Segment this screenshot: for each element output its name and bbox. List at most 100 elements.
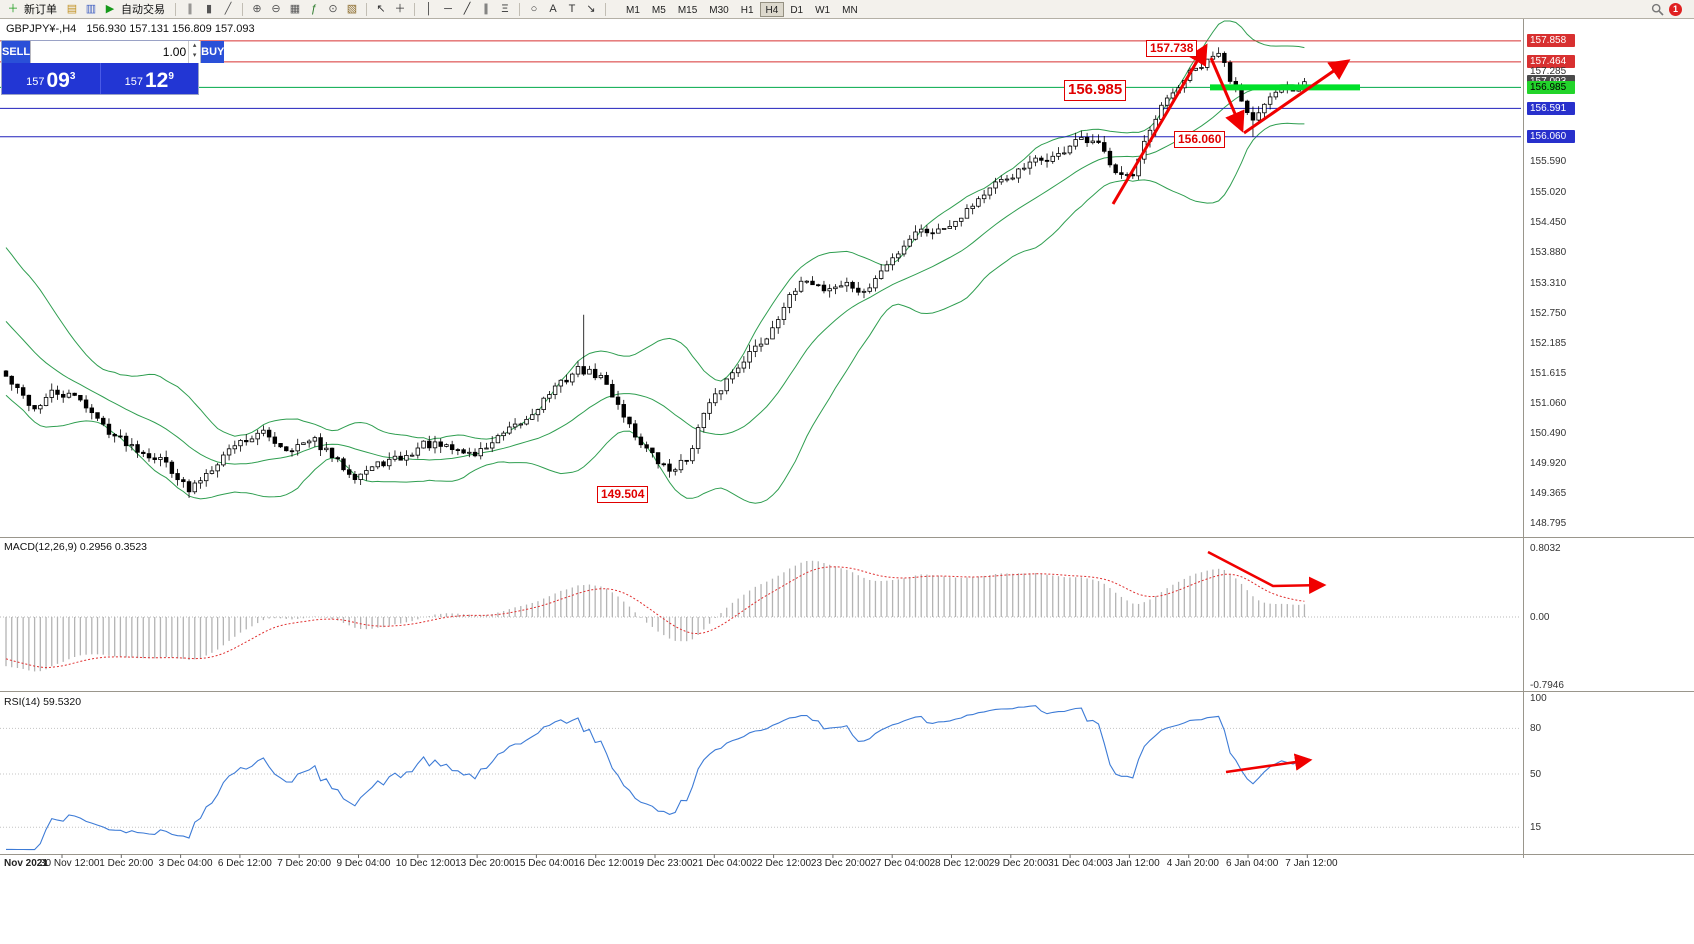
chart-window-icon[interactable]: ▤ — [66, 3, 78, 15]
periods-icon[interactable]: ⊙ — [328, 3, 338, 15]
autotrade-icon[interactable]: ▶ — [105, 3, 115, 15]
trend-arrow[interactable] — [1209, 57, 1245, 133]
time-axis-label: 16 Dec 12:00 — [573, 858, 634, 869]
text-icon[interactable]: A — [549, 3, 557, 15]
line-chart-icon[interactable]: ╱ — [224, 3, 232, 15]
timeframe-toolbar: M1 M5 M15 M30 H1 H4 D1 W1 MN — [620, 1, 864, 17]
timeframe-m1[interactable]: M1 — [626, 4, 640, 16]
toolbar-separator — [519, 2, 520, 16]
candles — [3, 47, 1307, 498]
timeframe-h1[interactable]: H1 — [740, 4, 754, 16]
time-axis-label: 19 Dec 23:00 — [633, 858, 693, 869]
timeframe-m30[interactable]: M30 — [709, 4, 729, 16]
price-annotation[interactable]: 156.060 — [1174, 131, 1226, 148]
macd-scale-label: -0.7946 — [1530, 679, 1564, 691]
time-axis-label: 23 Dec 20:00 — [810, 858, 871, 869]
timeframe-h4[interactable]: H4 — [759, 1, 785, 17]
fibonacci-icon[interactable]: Ξ — [501, 3, 509, 15]
search-icon[interactable] — [1651, 3, 1664, 16]
timeframe-mn[interactable]: MN — [842, 4, 858, 16]
bollinger-band — [5, 84, 1305, 465]
price-axis-label: 154.450 — [1530, 217, 1567, 229]
bar-chart-icon[interactable]: ∥ — [187, 3, 193, 15]
price-annotation[interactable]: 156.985 — [1064, 80, 1127, 101]
macd-scale-label: 0.00 — [1530, 611, 1550, 623]
rsi-scale-label: 100 — [1530, 692, 1547, 704]
sell-price-big: 09 — [46, 69, 70, 92]
toolbar-separator — [366, 2, 367, 16]
top-toolbar: ＋新订单 ▤ ▥ ▶ 自动交易 ∥ ▮ ╱ ⊕ ⊖ ▦ ƒ ⊙ ▧ ↖ ＋ │ ─ ╱ ∥ Ξ ○ A T ↘ M1 M5 M15 M… — [0, 0, 1694, 19]
time-axis-label: 7 Dec 20:00 — [277, 858, 332, 869]
price-axis-label: 153.880 — [1530, 247, 1567, 259]
price-level-label: 157.285 — [1530, 65, 1567, 77]
crosshair-icon[interactable]: ＋ — [394, 3, 406, 15]
zoom-out-icon[interactable]: ⊖ — [271, 3, 281, 15]
price-axis-label: 150.490 — [1530, 428, 1567, 440]
time-axis-label: 3 Dec 04:00 — [158, 858, 213, 869]
time-axis-label: 28 Dec 12:00 — [929, 858, 990, 869]
horizontal-line-icon[interactable]: ─ — [444, 3, 452, 15]
autotrade-label[interactable]: 自动交易 — [121, 4, 165, 16]
channel-icon[interactable]: ∥ — [483, 3, 489, 15]
timeframe-w1[interactable]: W1 — [815, 4, 831, 16]
buy-price-button[interactable]: 157 12 9 — [99, 63, 198, 94]
trendline-icon[interactable]: ╱ — [463, 3, 471, 15]
zoom-in-icon[interactable]: ⊕ — [252, 3, 262, 15]
toolbar-separator — [414, 2, 415, 16]
price-annotation[interactable]: 157.738 — [1146, 40, 1198, 57]
toolbar-icon-group: ＋ 新订单 ▤ ▥ ▶ 自动交易 ∥ ▮ ╱ ⊕ ⊖ ▦ ƒ ⊙ ▧ ↖ ＋ │ ─ ╱ ∥ Ξ ○ A T ↘ — [4, 1, 610, 17]
arrow-tool-icon[interactable]: ↘ — [586, 3, 596, 15]
sell-button[interactable]: SELL — [2, 41, 31, 63]
macd-histogram — [5, 560, 1306, 672]
templates-icon[interactable]: ▧ — [346, 3, 358, 15]
timeframe-m15[interactable]: M15 — [677, 4, 698, 16]
timeframe-m5[interactable]: M5 — [651, 4, 666, 16]
price-axis-label: 155.590 — [1530, 156, 1567, 168]
bollinger-band — [5, 122, 1305, 504]
price-level-label: 156.985 — [1527, 80, 1575, 94]
volume-input[interactable] — [31, 41, 189, 63]
trend-arrow[interactable] — [1111, 43, 1208, 205]
rsi-scale-label: 50 — [1530, 768, 1542, 780]
new-order-label[interactable]: 新订单 — [24, 4, 57, 16]
trend-arrow[interactable] — [1243, 59, 1351, 135]
trend-arrow[interactable] — [1207, 550, 1327, 595]
new-order-icon[interactable]: ＋ — [7, 3, 19, 15]
indicators-icon[interactable]: ƒ — [310, 3, 318, 15]
buy-price-prefix: 157 — [124, 76, 143, 88]
toolbar-separator — [175, 2, 176, 16]
price-axis-label: 155.020 — [1530, 186, 1567, 198]
volume-up-icon[interactable]: ▴ — [192, 42, 197, 49]
ohlc-values: 156.930 157.131 156.809 157.093 — [86, 23, 255, 35]
time-axis-label: 21 Dec 04:00 — [692, 858, 752, 869]
price-level-label: 156.591 — [1527, 101, 1575, 115]
shapes-icon[interactable]: ○ — [530, 3, 538, 15]
timeframe-d1[interactable]: D1 — [790, 4, 804, 16]
volume-spin-buttons[interactable]: ▴ ▾ — [188, 41, 200, 63]
notification-badge[interactable]: 1 — [1669, 2, 1682, 16]
volume-down-icon[interactable]: ▾ — [192, 52, 197, 59]
label-icon[interactable]: T — [568, 3, 576, 15]
cursor-icon[interactable]: ↖ — [376, 3, 386, 15]
trend-arrow[interactable] — [1225, 753, 1313, 774]
candlestick-icon[interactable]: ▮ — [205, 3, 213, 15]
vertical-line-icon[interactable]: │ — [425, 3, 433, 15]
sell-price-pip: 3 — [69, 71, 76, 82]
price-annotation[interactable]: 149.504 — [597, 486, 649, 503]
price-axis-label: 152.750 — [1530, 307, 1567, 319]
sell-price-prefix: 157 — [26, 76, 45, 88]
time-axis-label: 30 Nov 12:00 — [40, 858, 100, 869]
tile-windows-icon[interactable]: ▦ — [289, 3, 301, 15]
one-click-trading-panel: SELL ▴▾ BUY 157 09 3 157 12 9 — [1, 40, 225, 95]
price-axis-label: 151.615 — [1530, 368, 1567, 380]
buy-button[interactable]: BUY — [201, 41, 225, 63]
time-axis-label: 9 Dec 04:00 — [336, 858, 391, 869]
market-watch-icon[interactable]: ▥ — [85, 3, 97, 15]
time-axis: Nov 2021 30 Nov 12:00 1 Dec 20:00 3 Dec 04:… — [0, 858, 1694, 872]
price-level-label: 157.858 — [1527, 34, 1575, 48]
sell-price-button[interactable]: 157 09 3 — [2, 63, 100, 94]
time-axis-label: 10 Dec 12:00 — [395, 858, 456, 869]
time-axis-label: 27 Dec 04:00 — [870, 858, 930, 869]
